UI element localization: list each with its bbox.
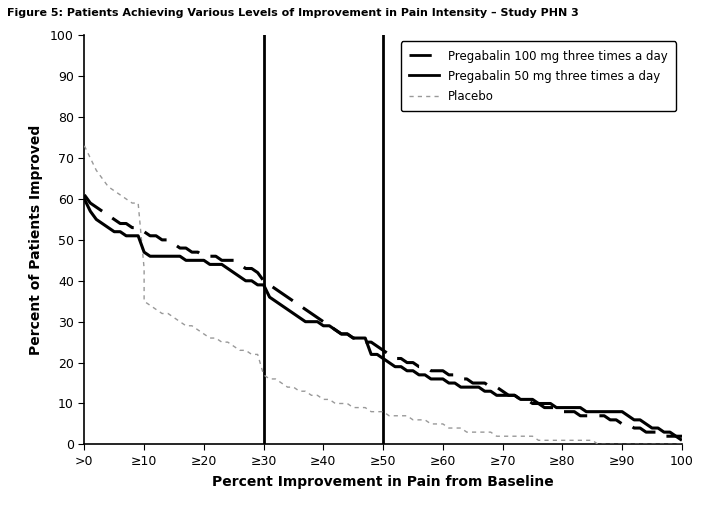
Pregabalin 100 mg three times a day <box>80 192 89 198</box>
Placebo <box>188 323 196 329</box>
Placebo <box>546 437 555 443</box>
Pregabalin 50 mg three times a day <box>672 433 681 439</box>
Placebo <box>205 335 214 341</box>
Legend: Pregabalin 100 mg three times a day, Pregabalin 50 mg three times a day, Placebo: Pregabalin 100 mg three times a day, Pre… <box>401 41 676 111</box>
Pregabalin 50 mg three times a day <box>122 233 131 239</box>
Pregabalin 100 mg three times a day <box>678 437 686 443</box>
Y-axis label: Percent of Patients Improved: Percent of Patients Improved <box>29 125 43 355</box>
Pregabalin 50 mg three times a day <box>355 335 363 341</box>
Pregabalin 100 mg three times a day <box>355 335 363 341</box>
Line: Placebo: Placebo <box>84 146 682 444</box>
Line: Pregabalin 100 mg three times a day: Pregabalin 100 mg three times a day <box>84 195 682 440</box>
Placebo <box>498 433 507 439</box>
Pregabalin 100 mg three times a day <box>122 221 131 227</box>
Pregabalin 100 mg three times a day <box>529 400 537 407</box>
Pregabalin 50 mg three times a day <box>80 196 89 202</box>
Pregabalin 100 mg three times a day <box>439 368 447 374</box>
X-axis label: Percent Improvement in Pain from Baseline: Percent Improvement in Pain from Baselin… <box>212 475 554 489</box>
Placebo <box>678 441 686 447</box>
Pregabalin 50 mg three times a day <box>529 396 537 402</box>
Pregabalin 50 mg three times a day <box>229 270 238 276</box>
Pregabalin 50 mg three times a day <box>678 433 686 439</box>
Pregabalin 50 mg three times a day <box>439 376 447 382</box>
Placebo <box>600 441 608 447</box>
Placebo <box>80 143 89 149</box>
Placebo <box>349 405 358 411</box>
Pregabalin 100 mg three times a day <box>498 388 507 394</box>
Pregabalin 100 mg three times a day <box>229 257 238 264</box>
Line: Pregabalin 50 mg three times a day: Pregabalin 50 mg three times a day <box>84 199 682 436</box>
Placebo <box>594 441 602 447</box>
Text: Figure 5: Patients Achieving Various Levels of Improvement in Pain Intensity – S: Figure 5: Patients Achieving Various Lev… <box>7 8 579 18</box>
Pregabalin 50 mg three times a day <box>498 392 507 398</box>
